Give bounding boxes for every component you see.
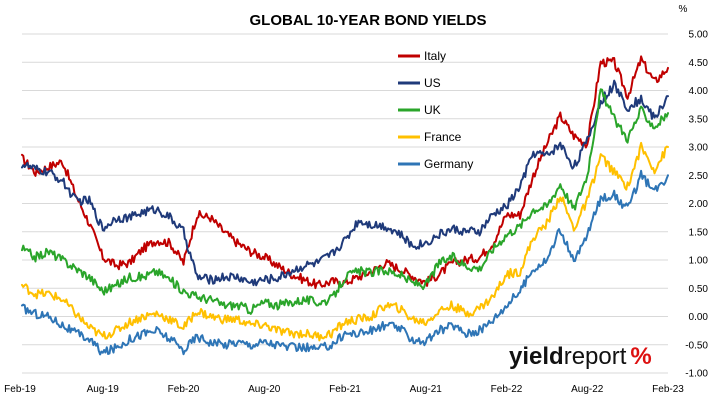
y-tick-label: 2.50 [689, 171, 709, 182]
x-tick-label: Aug-20 [248, 384, 281, 395]
x-tick-label: Feb-22 [491, 384, 523, 395]
x-tick-label: Feb-23 [652, 384, 684, 395]
y-tick-label: 1.50 [689, 227, 709, 238]
x-tick-label: Aug-19 [87, 384, 120, 395]
logo-text-report: report [564, 343, 627, 370]
legend-label-uk: UK [424, 103, 441, 117]
x-tick-label: Aug-22 [571, 384, 604, 395]
unit-label: % [679, 4, 688, 15]
logo-text-yield: yield [509, 343, 564, 370]
y-tick-label: -1.00 [685, 369, 708, 380]
logo-percent-sign: % [630, 343, 651, 370]
legend-label-germany: Germany [424, 157, 473, 171]
y-tick-label: 5.00 [689, 30, 709, 41]
series-line-germany [21, 169, 669, 356]
x-tick-label: Feb-21 [329, 384, 361, 395]
y-tick-label: 3.50 [689, 114, 709, 125]
y-tick-label: 4.50 [689, 58, 709, 69]
series-line-france [21, 141, 669, 342]
legend-label-us: US [424, 76, 441, 90]
chart-title: GLOBAL 10-YEAR BOND YIELDS [250, 12, 487, 29]
legend-label-france: France [424, 130, 462, 144]
y-tick-label: 0.50 [689, 284, 709, 295]
y-tick-label: 3.00 [689, 143, 709, 154]
x-tick-label: Feb-19 [4, 384, 36, 395]
legend-label-italy: Italy [424, 49, 446, 63]
y-tick-label: 4.00 [689, 86, 709, 97]
svg-text:yieldreport%: yieldreport% [509, 343, 652, 370]
yieldreport-logo: yieldreport% [509, 343, 652, 370]
y-tick-label: 1.00 [689, 256, 709, 267]
series-layer [21, 55, 669, 356]
series-line-us [21, 79, 669, 287]
y-tick-label: 2.00 [689, 199, 709, 210]
x-axis-ticks: Feb-19 Aug-19 Feb-20 Aug-20 Feb-21 Aug-21 Feb-… [4, 384, 684, 395]
y-axis-ticks: 5.00 4.50 4.00 3.50 3.00 2.50 2.00 1.50 1.00 0.50… [685, 30, 708, 380]
grid-lines [22, 33, 668, 374]
legend: Italy US UK France Germany [398, 49, 473, 171]
x-tick-label: Feb-20 [168, 384, 200, 395]
x-tick-label: Aug-21 [410, 384, 443, 395]
y-tick-label: 0.00 [689, 312, 709, 323]
y-tick-label: -0.50 [685, 340, 708, 351]
series-line-uk [21, 88, 669, 315]
